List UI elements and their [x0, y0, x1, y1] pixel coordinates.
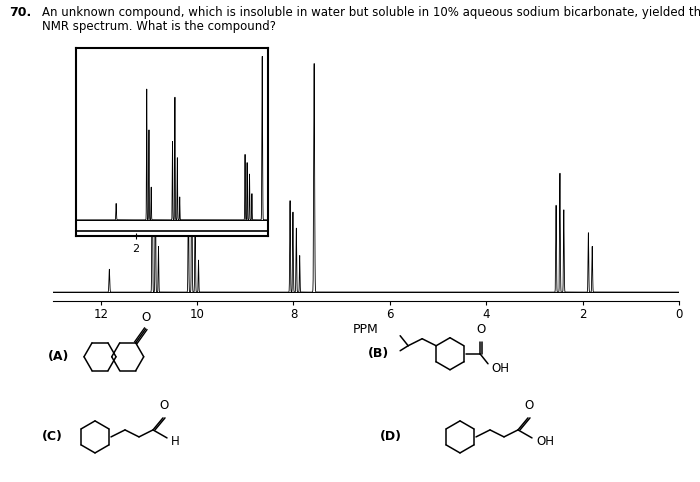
Text: An unknown compound, which is insoluble in water but soluble in 10% aqueous sodi: An unknown compound, which is insoluble …: [42, 6, 700, 19]
X-axis label: PPM: PPM: [353, 322, 379, 335]
Text: O: O: [141, 311, 150, 324]
Text: O: O: [477, 323, 486, 336]
Text: H: H: [171, 435, 180, 448]
Text: (D): (D): [380, 430, 402, 443]
Text: (B): (B): [368, 347, 389, 360]
Text: O: O: [160, 399, 169, 412]
Text: (C): (C): [42, 430, 63, 443]
Text: O: O: [524, 399, 533, 412]
Text: 70.: 70.: [9, 6, 32, 19]
Text: OH: OH: [536, 435, 554, 448]
Text: NMR spectrum. What is the compound?: NMR spectrum. What is the compound?: [42, 20, 276, 33]
Text: (A): (A): [48, 350, 69, 363]
Text: OH: OH: [491, 362, 509, 375]
